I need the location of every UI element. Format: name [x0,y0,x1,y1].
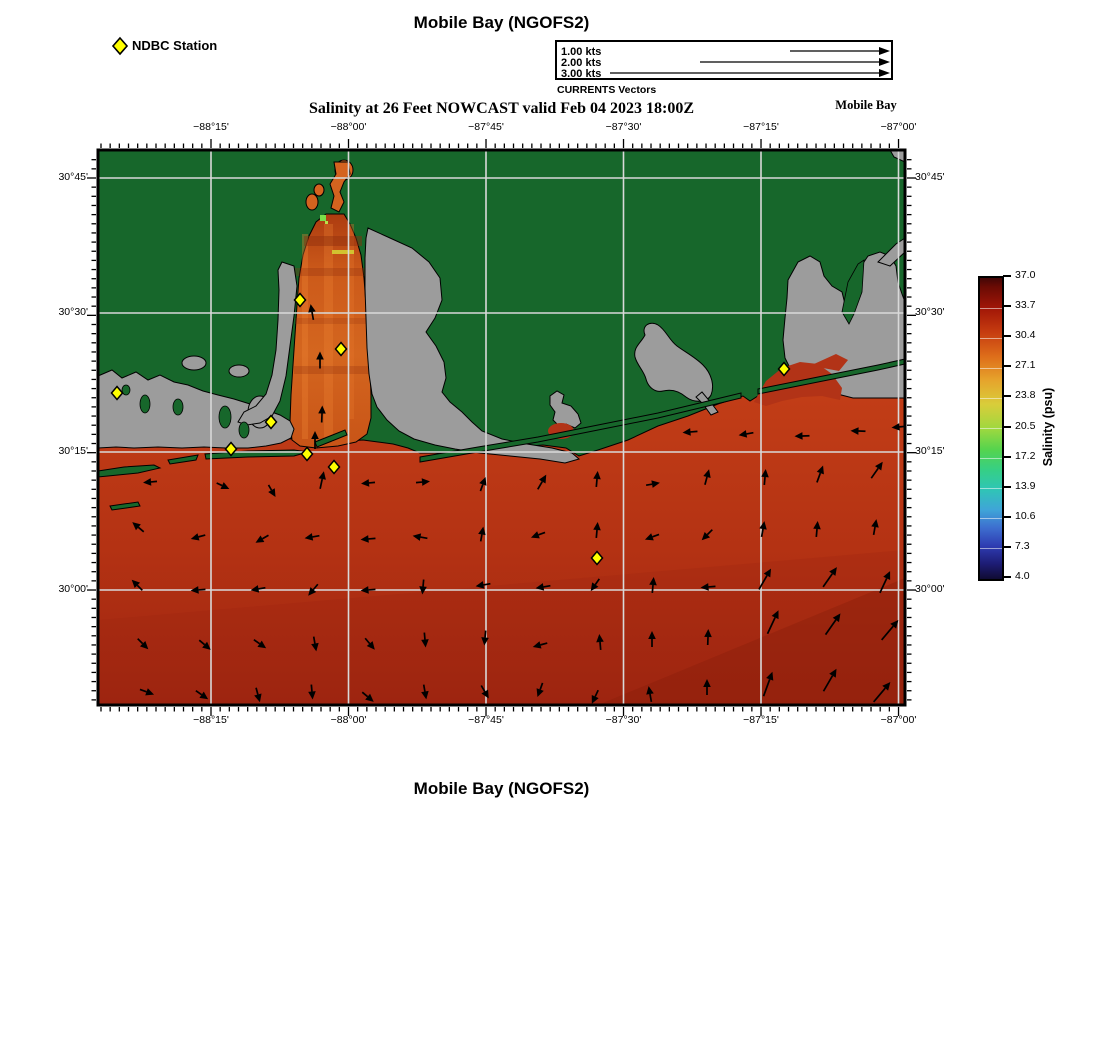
x-axis-label-top: −88°00' [330,121,367,133]
x-axis-label-bottom: −87°30' [605,714,642,726]
colorbar-tick [1003,335,1011,338]
y-axis-label-right: 30°30' [915,306,945,318]
green-islands-on-land [121,259,865,439]
ndbc-station-legend-label: NDBC Station [132,38,218,53]
x-axis-label-top: −87°45' [468,121,504,133]
colorbar-tick-label: 4.0 [1015,570,1030,582]
colorbar-tick-label: 33.7 [1015,299,1036,312]
graticule-gridlines [98,150,905,705]
colorbar-inner-line [980,428,1002,429]
colorbar-inner-line [980,337,1002,339]
colorbar-tick-label: 23.8 [1015,389,1036,402]
x-axis-label-top: −87°30' [605,121,642,133]
bayou-inlet [228,364,250,378]
map-border [96,148,907,707]
x-axis-label-bottom: −88°15' [193,714,229,726]
y-axis-label-right: 30°00' [915,583,945,595]
colorbar-tick [1003,305,1011,308]
axis-ticks [87,139,916,716]
x-axis-label-bottom: −87°45' [468,714,504,726]
ndbc-stations [110,292,791,566]
salinity-colorbar [978,276,1004,581]
x-axis-label-top: −87°00' [880,121,917,133]
bayou-inlet [181,355,207,371]
gray-land-layer [97,149,906,464]
y-axis-label-right: 30°15' [915,445,945,457]
colorbar-tick [1003,395,1011,398]
currents-legend-box: 1.00 kts 2.00 kts 3.00 kts [555,40,893,80]
colorbar-tick-label: 20.5 [1015,419,1036,432]
x-axis-label-bottom: −87°15' [743,714,779,726]
currents-legend-item-label: 2.00 kts [561,57,601,69]
y-axis-label-left: 30°45' [58,171,88,183]
colorbar-tick [1003,455,1011,458]
inset-region-label: Mobile Bay [835,98,897,112]
currents-legend-caption: CURRENTS Vectors [557,84,657,96]
x-axis-label-bottom: −87°00' [880,714,917,726]
colorbar-tick-label: 27.1 [1015,359,1036,372]
footer-title: Mobile Bay (NGOFS2) [413,779,590,798]
currents-legend-item-label: 1.00 kts [561,46,601,58]
mobile-bay-water [289,159,372,449]
colorbar-tick [1003,545,1011,548]
ndbc-station-marker [110,385,124,401]
ndbc-station-marker [300,446,314,462]
bay-texture [294,215,370,442]
colorbar-tick-label: 10.6 [1015,509,1036,522]
colorbar-inner-line [980,367,1002,369]
x-axis-label-bottom: −88°00' [330,714,367,726]
y-axis-label-left: 30°30' [58,306,88,318]
colorbar-tick-label: 37.0 [1015,269,1036,281]
colorbar-inner-line [980,488,1002,490]
x-axis-label-top: −88°15' [193,121,229,133]
current-vectors [131,304,905,704]
colorbar-tick [1003,425,1011,428]
colorbar-inner-line [980,458,1002,460]
colorbar-tick [1003,275,1011,277]
colorbar-tick-label: 17.2 [1015,449,1036,462]
ndbc-station-marker [777,361,791,377]
ndbc-station-marker [334,341,348,357]
colorbar-tick-label: 13.9 [1015,479,1036,492]
y-axis-label-left: 30°15' [58,445,88,457]
map-area [87,139,916,716]
colorbar-tick-label: 7.3 [1015,539,1030,552]
colorbar-inner-line [980,548,1002,550]
currents-legend-item-label: 3.00 kts [561,68,601,80]
plot-subtitle: Salinity at 26 Feet NOWCAST valid Feb 04… [308,100,695,117]
x-axis-label-top: −87°15' [743,121,779,133]
colorbar-inner-line [980,518,1002,520]
colorbar-tick [1003,576,1011,578]
ndbc-station-marker [293,292,307,308]
colorbar-tick [1003,485,1011,488]
colorbar-tick-label: 30.4 [1015,329,1036,342]
weeks-bay [549,390,582,429]
salinity-map [87,139,916,716]
colorbar-inner-line [980,397,1002,399]
page-title: Mobile Bay (NGOFS2) [413,13,590,32]
y-axis-label-right: 30°45' [915,171,945,183]
ndbc-station-marker [590,550,604,566]
colorbar-tick [1003,365,1011,368]
ndbc-station-marker [327,459,341,475]
ndbc-station-marker [264,414,278,430]
ndbc-station-legend-icon [111,36,129,56]
y-axis-label-left: 30°00' [58,583,88,595]
ndbc-station-marker [224,441,238,457]
bay-east-shore-peninsula [364,227,581,464]
colorbar-tick [1003,515,1011,518]
colorbar-inner-line [980,307,1002,309]
